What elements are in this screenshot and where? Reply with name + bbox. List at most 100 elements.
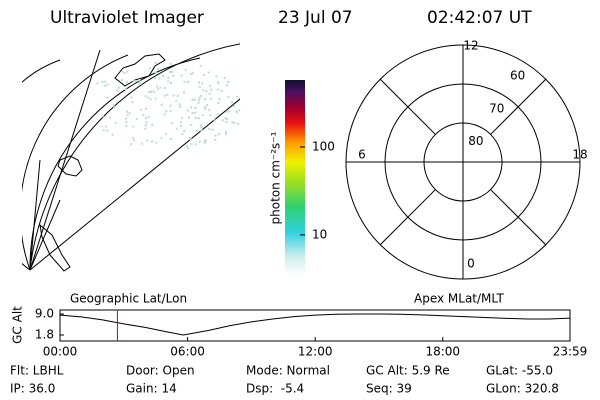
x-tick-label: 06:00 bbox=[170, 345, 205, 359]
left-label: Geographic Lat/Lon bbox=[70, 292, 187, 306]
plot-frame bbox=[59, 309, 571, 342]
mlt-line bbox=[379, 78, 436, 135]
speck bbox=[145, 117, 148, 120]
speck bbox=[209, 84, 212, 87]
mlt-label: 6 bbox=[358, 148, 366, 162]
speck bbox=[126, 114, 129, 117]
speck bbox=[198, 85, 201, 88]
speck bbox=[206, 104, 209, 107]
speck bbox=[166, 93, 169, 96]
speck bbox=[162, 74, 165, 77]
speck bbox=[200, 124, 203, 127]
speck bbox=[154, 76, 157, 79]
speck bbox=[216, 81, 219, 84]
speck bbox=[142, 114, 145, 117]
speck bbox=[126, 70, 129, 73]
speck bbox=[150, 90, 153, 93]
info-field: Door: Open bbox=[126, 364, 195, 378]
speck bbox=[126, 110, 129, 113]
speck bbox=[176, 94, 179, 97]
speck bbox=[179, 105, 182, 108]
speck bbox=[120, 79, 123, 82]
lat-label: 70 bbox=[489, 101, 504, 115]
lat-label: 60 bbox=[510, 68, 525, 82]
speck bbox=[224, 133, 227, 136]
speck bbox=[147, 96, 150, 99]
speck bbox=[187, 146, 190, 149]
speck bbox=[191, 72, 194, 75]
speck bbox=[165, 132, 168, 135]
speck bbox=[227, 95, 230, 98]
speck bbox=[154, 97, 157, 100]
x-tick-label: 12:00 bbox=[298, 345, 333, 359]
speck bbox=[155, 85, 158, 88]
speck bbox=[155, 141, 158, 144]
info-field: Gain: 14 bbox=[126, 382, 177, 396]
speck bbox=[138, 78, 141, 81]
info-field: IP: 36.0 bbox=[10, 382, 55, 396]
speck bbox=[226, 117, 229, 120]
speck bbox=[183, 129, 186, 132]
speck bbox=[228, 110, 231, 113]
speck bbox=[233, 121, 236, 124]
speck bbox=[197, 102, 200, 105]
speck bbox=[104, 80, 107, 83]
speck bbox=[188, 116, 191, 119]
speck bbox=[106, 96, 109, 99]
speck bbox=[235, 95, 238, 98]
speck bbox=[217, 102, 220, 105]
speck bbox=[200, 94, 203, 97]
speck bbox=[216, 113, 219, 116]
speck bbox=[101, 115, 104, 118]
speck bbox=[194, 111, 197, 114]
speck bbox=[160, 136, 163, 139]
speck bbox=[172, 74, 175, 77]
speck bbox=[221, 119, 224, 122]
speck bbox=[226, 84, 229, 87]
speck bbox=[167, 80, 170, 83]
speck bbox=[144, 107, 147, 110]
speck bbox=[194, 116, 197, 119]
speck bbox=[169, 70, 172, 73]
speck bbox=[151, 123, 154, 126]
speck bbox=[102, 129, 105, 132]
right-label: Apex MLat/MLT bbox=[414, 292, 504, 306]
speck bbox=[210, 88, 213, 91]
speck bbox=[184, 69, 187, 72]
speck bbox=[146, 139, 149, 142]
colorbar bbox=[285, 80, 305, 275]
speck bbox=[154, 71, 157, 74]
speck bbox=[201, 89, 204, 92]
speck bbox=[163, 94, 166, 97]
speck bbox=[163, 86, 166, 89]
speck bbox=[209, 114, 212, 117]
speck bbox=[169, 104, 172, 107]
speck bbox=[200, 126, 203, 129]
info-field: Seq: 39 bbox=[366, 382, 412, 396]
speck bbox=[190, 124, 193, 127]
speck bbox=[130, 96, 133, 99]
speck bbox=[198, 81, 201, 84]
speck bbox=[148, 91, 151, 94]
info-field: Flt: LBHL bbox=[10, 364, 64, 378]
speck bbox=[235, 111, 238, 114]
time: 02:42:07 UT bbox=[427, 8, 532, 28]
speck bbox=[149, 98, 152, 101]
speck bbox=[208, 92, 211, 95]
speck bbox=[148, 67, 151, 70]
info-field: GC Alt: 5.9 Re bbox=[366, 364, 450, 378]
speck bbox=[213, 119, 216, 122]
speck bbox=[225, 121, 228, 124]
speck bbox=[131, 101, 134, 104]
speck bbox=[101, 80, 104, 83]
colorbar-tick-label: 100 bbox=[312, 139, 335, 153]
y-axis-label: GC Alt bbox=[11, 306, 25, 344]
speck bbox=[214, 134, 217, 137]
speck bbox=[191, 98, 194, 101]
x-tick-label: 00:00 bbox=[43, 345, 78, 359]
speck bbox=[180, 74, 183, 77]
title: Ultraviolet Imager bbox=[50, 8, 204, 28]
speck bbox=[194, 106, 197, 109]
speck bbox=[180, 124, 183, 127]
y-tick-label: 9.0 bbox=[35, 307, 54, 321]
